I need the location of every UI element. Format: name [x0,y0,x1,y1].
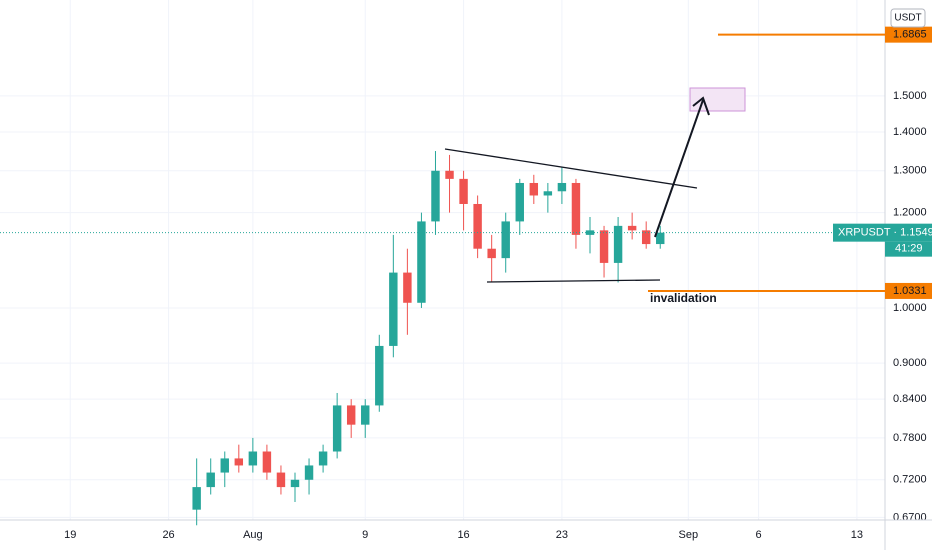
candle-body [206,472,215,488]
price-label-box [885,282,932,299]
currency: USDT [894,13,921,24]
y-tick-label: 1.3000 [893,165,927,177]
candle-body [403,272,412,303]
candle-body [613,225,623,263]
candle-body [220,458,229,473]
candle-body [361,405,370,425]
arrow-head [692,96,710,116]
candle-body [571,182,581,235]
candle-body [473,203,482,249]
x-tick-label: 6 [756,529,762,541]
x-tick-label: 26 [162,529,174,541]
y-tick-label: 0.6700 [893,511,927,523]
candle-body [192,487,201,510]
candle-body [459,178,468,204]
last-price-box [833,223,932,242]
candle-body [543,191,553,196]
candle-body [445,170,454,179]
candle-body [389,272,398,346]
candle-body [248,451,258,466]
countdown-box [885,241,932,257]
last-price-label: XRPUSDT · 1.1549 [838,227,932,239]
price-label: 1.0331 [893,285,927,297]
candle-body [318,451,328,466]
countdown: 41:29 [895,243,923,255]
candle-body [585,230,595,235]
candle-body [304,465,314,480]
candle-body [501,221,510,259]
y-tick-label: 0.9000 [893,357,927,369]
y-tick-label: 1.0000 [893,302,927,314]
target-box [689,87,746,112]
y-tick-label: 0.7800 [893,432,927,444]
x-tick-label: 19 [64,529,76,541]
candle-body [627,225,637,231]
candle-body [290,479,300,488]
currency-box [890,8,926,28]
candle-body [431,170,440,222]
candle-body [641,230,651,245]
trend-line [486,279,661,283]
candle-body [599,230,609,263]
candle-body [487,248,496,259]
y-tick-label: 1.4000 [893,126,927,138]
candle-body [332,405,342,452]
y-tick-label: 1.2000 [893,207,927,219]
y-tick-label: 0.8400 [893,393,927,405]
y-tick-label: 1.5000 [893,90,927,102]
candle-body [346,405,356,425]
x-tick-label: Sep [679,529,699,541]
candle-body [656,232,665,245]
price-label-box [885,26,932,43]
candle-body [234,458,244,466]
candle-body [515,182,524,222]
candle-body [417,221,426,303]
annotation: invalidation [650,291,717,305]
trend-line [444,148,698,189]
x-tick-label: 16 [457,529,469,541]
y-tick-label: 0.7200 [893,474,927,486]
x-tick-label: 13 [851,529,863,541]
candle-body [529,182,539,196]
candle-body [557,182,567,192]
candle-body [276,472,286,488]
x-tick-label: 23 [556,529,568,541]
arrow-shaft [654,99,704,238]
price-label: 1.6865 [893,29,927,41]
candle-body [262,451,272,473]
candle-body [375,345,384,406]
x-tick-label: 9 [362,529,368,541]
x-tick-label: Aug [243,529,263,541]
